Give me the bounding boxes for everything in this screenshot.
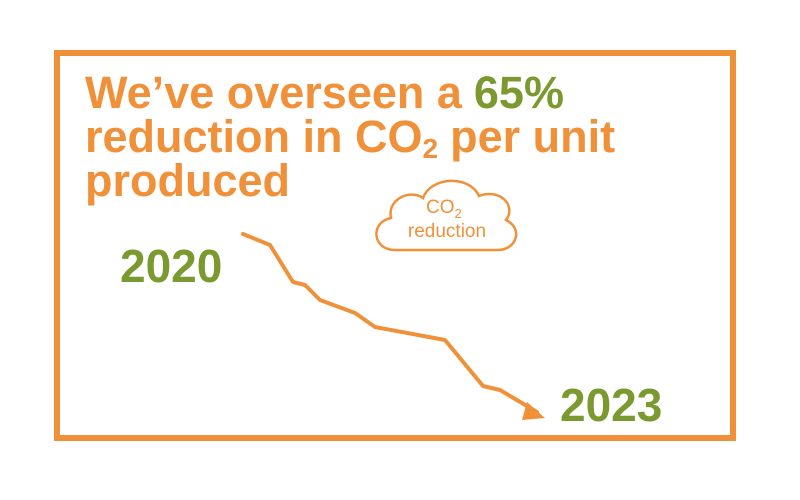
frame bbox=[54, 50, 736, 441]
cloud bbox=[375, 179, 518, 252]
headline-figure: 65% bbox=[474, 67, 564, 118]
cloud-label: reduction bbox=[408, 221, 486, 242]
cloud-text: CO bbox=[426, 197, 455, 218]
headline-line1: We’ve overseen a 65% bbox=[85, 67, 564, 118]
headline-lead: We’ve overseen a bbox=[85, 67, 463, 118]
headline-line2: reduction in CO2 per unit bbox=[85, 111, 615, 164]
headline-rest: per unit bbox=[450, 111, 615, 162]
arrow-head bbox=[522, 402, 545, 420]
headline-line3: produced bbox=[85, 155, 290, 206]
end-year: 2023 bbox=[560, 379, 662, 431]
cloud-co2: CO2 bbox=[426, 197, 462, 221]
headline-line2-text: reduction in CO bbox=[85, 111, 423, 162]
cloud-subscript: 2 bbox=[455, 206, 462, 221]
start-year: 2020 bbox=[120, 240, 222, 292]
headline-subscript: 2 bbox=[423, 133, 439, 164]
trend-line bbox=[241, 232, 539, 414]
